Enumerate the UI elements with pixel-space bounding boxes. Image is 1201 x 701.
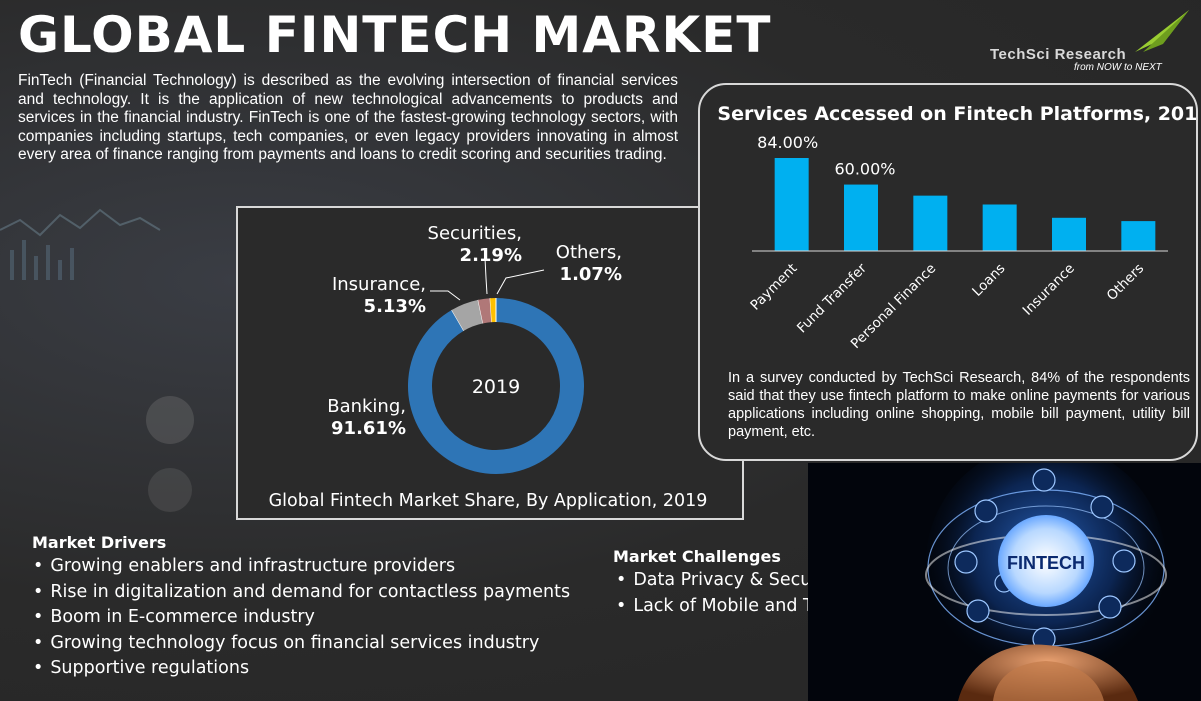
page-title: GLOBAL FINTECH MARKET <box>18 6 772 64</box>
bar-payment <box>774 158 809 251</box>
background-chart-decoration <box>0 208 194 512</box>
label-securities-value: 2.19% <box>459 245 522 266</box>
securities-leader-line <box>484 257 488 295</box>
survey-note: In a survey conducted by TechSci Researc… <box>728 370 1190 440</box>
label-others-value: 1.07% <box>559 264 622 285</box>
insurance-leader-line <box>430 290 461 301</box>
label-others-name: Others, <box>555 242 622 263</box>
list-item: Boom in E-commerce industry <box>33 605 570 631</box>
label-insurance-name: Insurance, <box>331 274 426 295</box>
bar-data-label: 84.00% <box>757 133 818 152</box>
bar-chart-title: Services Accessed on Fintech Platforms, … <box>717 103 1196 125</box>
donut-slice-securities <box>478 298 492 324</box>
bar-category-label: Others <box>1104 261 1147 304</box>
label-insurance: Insurance, 5.13% <box>296 274 426 318</box>
services-bar-chart: Services Accessed on Fintech Platforms, … <box>717 103 1196 352</box>
bar-category-label: Fund Transfer <box>794 260 870 336</box>
label-banking: Banking, 91.61% <box>296 396 406 440</box>
bar-data-label: 60.00% <box>834 160 895 179</box>
bar-category-label: Insurance <box>1020 261 1078 319</box>
market-drivers-heading: Market Drivers <box>32 533 167 552</box>
list-item: Rise in digitalization and demand for co… <box>33 580 570 606</box>
fintech-globe-icon: FINTECH <box>808 463 1201 701</box>
donut-chart-title: Global Fintech Market Share, By Applicat… <box>269 491 708 511</box>
donut-center-label: 2019 <box>472 376 520 398</box>
label-securities-name: Securities, <box>427 223 522 244</box>
label-banking-value: 91.61% <box>331 418 406 439</box>
donut-slice-banking <box>408 298 584 474</box>
label-securities: Securities, 2.19% <box>388 223 522 267</box>
bar-others <box>1121 221 1156 251</box>
techsci-logo: TechSci Research from NOW to NEXT <box>990 8 1190 73</box>
bar-category-label: Payment <box>747 261 800 314</box>
intro-paragraph: FinTech (Financial Technology) is descri… <box>18 72 678 163</box>
market-share-donut-chart: 2019 Global Fintech Market Share, By App… <box>269 257 708 511</box>
list-item: Supportive regulations <box>33 656 570 682</box>
bar-loans <box>982 204 1017 251</box>
bar-category-label: Loans <box>969 261 1008 300</box>
list-item: Growing technology focus on financial se… <box>33 631 570 657</box>
logo-swoosh-icon <box>1135 10 1189 52</box>
bar-personal-finance <box>913 195 948 251</box>
market-share-donut-panel: 2019 Global Fintech Market Share, By App… <box>236 206 744 520</box>
list-item: Growing enablers and infrastructure prov… <box>33 554 570 580</box>
label-insurance-value: 5.13% <box>363 296 426 317</box>
label-banking-name: Banking, <box>327 396 406 417</box>
bar-insurance <box>1052 217 1086 251</box>
market-drivers-list: Growing enablers and infrastructure prov… <box>33 554 570 682</box>
market-challenges-heading: Market Challenges <box>613 547 781 566</box>
label-others: Others, 1.07% <box>526 242 622 286</box>
logo-name: TechSci Research <box>990 46 1127 63</box>
logo-tagline: from NOW to NEXT <box>1074 62 1162 73</box>
fintech-label: FINTECH <box>1007 553 1085 573</box>
fintech-illustration: FINTECH <box>808 463 1201 701</box>
donut-slice-insurance <box>451 299 484 331</box>
services-bar-panel: Services Accessed on Fintech Platforms, … <box>698 83 1198 461</box>
bar-fund-transfer <box>844 184 878 251</box>
others-leader-line <box>496 269 545 295</box>
